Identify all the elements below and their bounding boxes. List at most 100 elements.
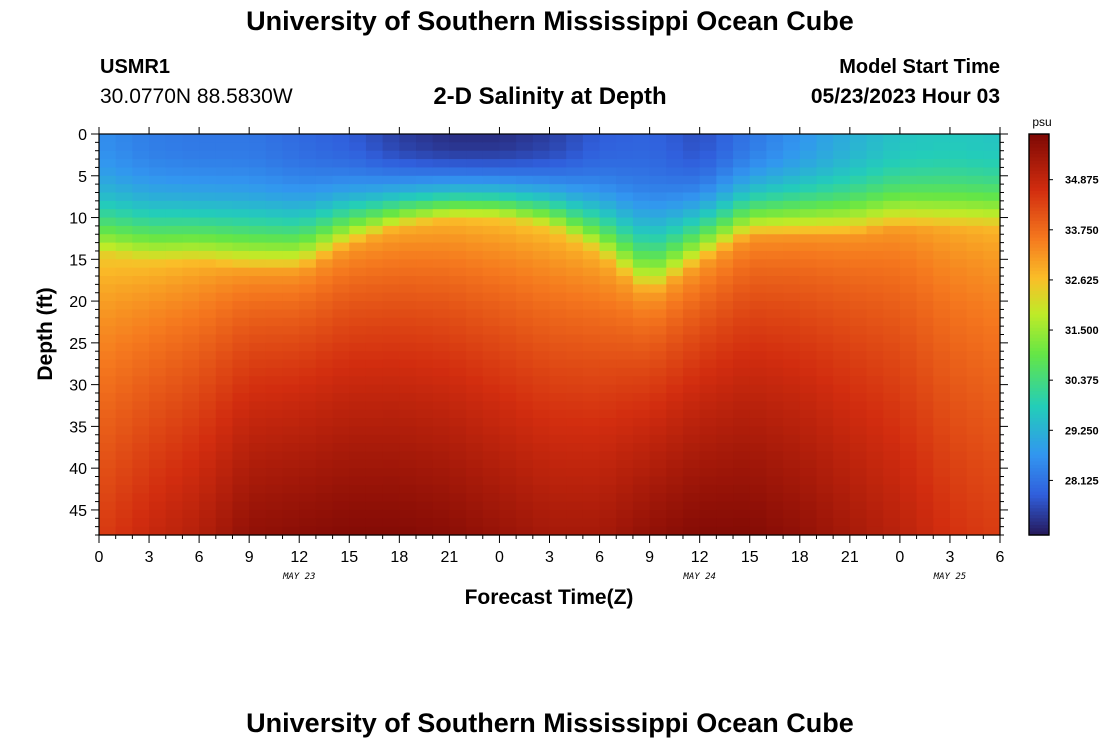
heatmap-cell (149, 384, 167, 394)
heatmap-cell (916, 518, 934, 528)
heatmap-cell (115, 418, 133, 427)
colorbar-swatch (1029, 144, 1049, 148)
heatmap-cell (749, 234, 768, 244)
heatmap-cell (215, 459, 234, 469)
heatmap-cell (616, 459, 634, 469)
heatmap-cell (416, 443, 434, 453)
heatmap-cell (332, 134, 350, 143)
heatmap-cell (766, 367, 784, 377)
heatmap-cell (516, 342, 534, 352)
heatmap-cell (149, 192, 167, 202)
colorbar-swatch (1029, 214, 1049, 219)
colorbar-swatch (1029, 428, 1049, 433)
heatmap-cell (749, 209, 768, 219)
heatmap-cell (315, 150, 334, 160)
heatmap-cell (766, 284, 784, 294)
heatmap-cell (949, 326, 968, 336)
heatmap-cell (733, 142, 751, 152)
heatmap-cell (315, 451, 334, 461)
heatmap-cell (349, 326, 367, 336)
heatmap-cell (983, 484, 1001, 494)
heatmap-cell (933, 150, 951, 160)
heatmap-cell (115, 225, 133, 235)
heatmap-cell (599, 501, 617, 511)
heatmap-cell (315, 518, 334, 528)
heatmap-cell (132, 184, 150, 194)
heatmap-cell (849, 134, 868, 143)
heatmap-cell (749, 418, 768, 427)
heatmap-cell (716, 443, 734, 453)
heatmap-cell (716, 217, 734, 227)
heatmap-cell (165, 359, 184, 369)
heatmap-cell (599, 134, 617, 143)
heatmap-cell (432, 451, 450, 461)
heatmap-cell (899, 209, 918, 219)
heatmap-cell (549, 451, 567, 461)
colorbar-swatch (1029, 254, 1049, 259)
colorbar-swatch (1029, 354, 1049, 359)
heatmap-cell (449, 418, 467, 427)
heatmap-cell (816, 167, 834, 177)
heatmap-cell (482, 392, 501, 402)
heatmap-cell (99, 401, 117, 411)
colorbar-swatch (1029, 418, 1049, 422)
heatmap-cell (916, 317, 934, 327)
heatmap-cell (966, 526, 984, 536)
heatmap-cell (382, 376, 400, 386)
heatmap-cell (449, 459, 467, 469)
heatmap-cell (816, 175, 834, 185)
heatmap-cell (833, 267, 851, 277)
heatmap-cell (499, 284, 517, 294)
heatmap-cell (816, 259, 834, 269)
heatmap-cell (766, 276, 784, 285)
heatmap-cell (682, 242, 701, 252)
heatmap-cell (232, 192, 250, 202)
heatmap-cell (582, 317, 601, 327)
heatmap-cell (649, 134, 667, 143)
heatmap-cell (666, 326, 684, 336)
heatmap-cell (215, 150, 234, 160)
heatmap-cell (182, 150, 200, 160)
heatmap-cell (382, 451, 400, 461)
heatmap-cell (966, 401, 984, 411)
heatmap-cell (666, 200, 684, 210)
heatmap-cell (482, 342, 501, 352)
heatmap-cell (432, 284, 450, 294)
heatmap-cell (449, 309, 467, 319)
heatmap-cell (165, 175, 184, 185)
heatmap-cell (432, 167, 450, 177)
heatmap-cell (783, 301, 801, 311)
heatmap-cell (916, 209, 934, 219)
colorbar-swatch (1029, 394, 1049, 399)
heatmap-cell (365, 459, 384, 469)
heatmap-cell (549, 317, 567, 327)
heatmap-cell (349, 401, 367, 411)
heatmap-cell (866, 184, 884, 194)
heatmap-cell (699, 434, 717, 444)
heatmap-cell (849, 468, 868, 478)
heatmap-cell (215, 501, 234, 511)
heatmap-cell (632, 468, 651, 478)
heatmap-cell (432, 225, 450, 235)
heatmap-cell (799, 225, 818, 235)
heatmap-cell (749, 267, 768, 277)
heatmap-cell (983, 501, 1001, 511)
colorbar-swatch (1029, 464, 1049, 469)
colorbar-swatch (1029, 257, 1049, 262)
heatmap-cell (883, 250, 901, 260)
heatmap-cell (833, 276, 851, 285)
heatmap-cell (783, 292, 801, 302)
heatmap-cell (432, 367, 450, 377)
heatmap-cell (649, 518, 667, 528)
heatmap-cell (432, 359, 450, 369)
heatmap-cell (733, 276, 751, 285)
heatmap-cell (332, 234, 350, 244)
heatmap-cell (983, 192, 1001, 202)
heatmap-cell (232, 376, 250, 386)
heatmap-cell (799, 234, 818, 244)
heatmap-cell (983, 434, 1001, 444)
heatmap-cell (299, 509, 317, 519)
heatmap-cell (849, 284, 868, 294)
heatmap-cell (232, 342, 250, 352)
heatmap-cell (549, 242, 567, 252)
